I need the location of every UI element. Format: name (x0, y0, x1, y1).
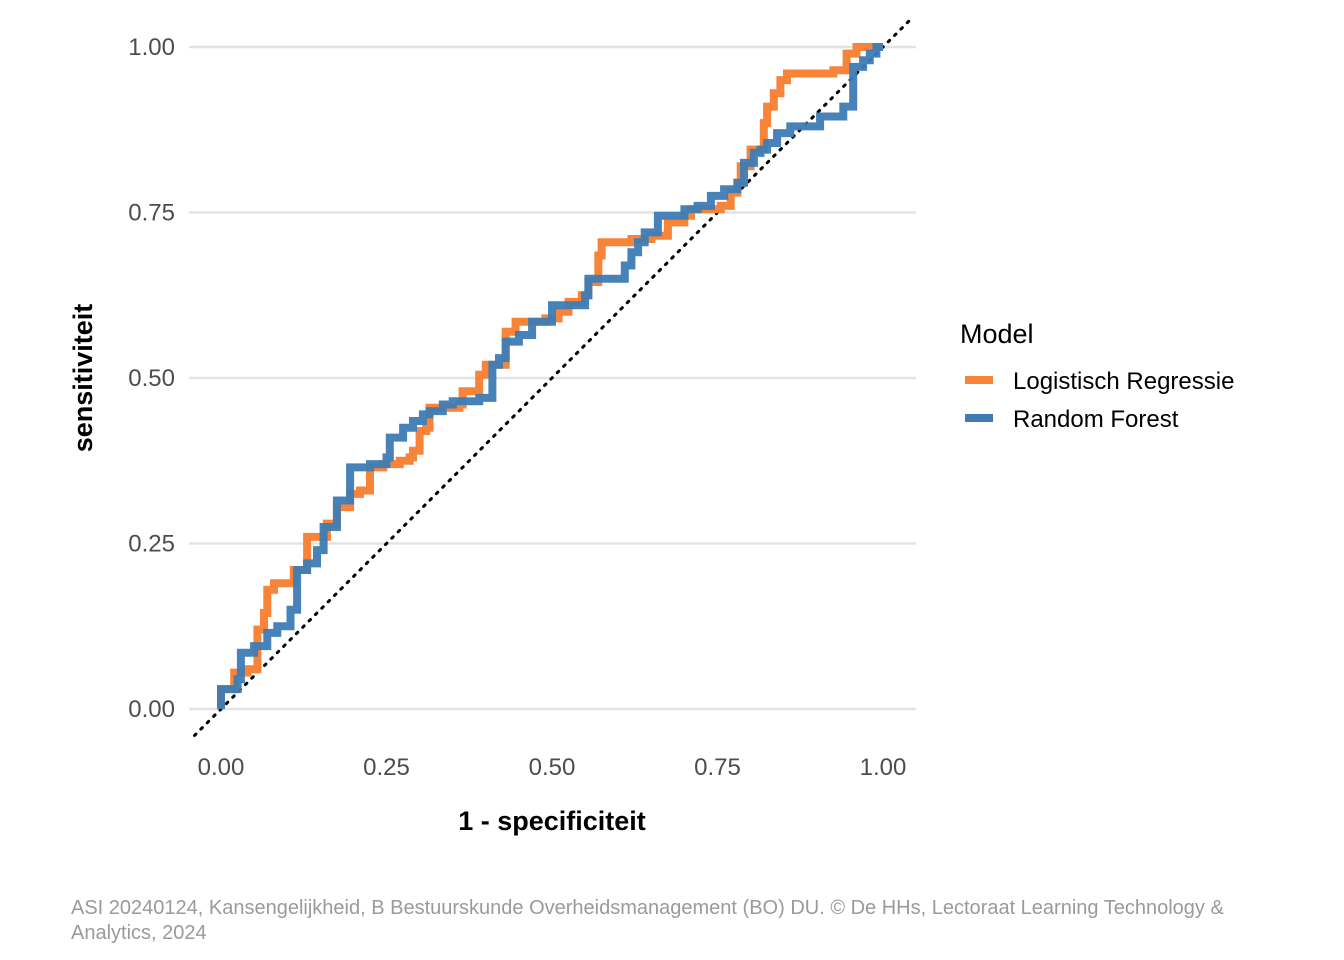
y-tick-label: 0.25 (128, 531, 175, 558)
y-tick-label: 0.00 (128, 696, 175, 723)
y-tick-label: 0.50 (128, 365, 175, 392)
x-axis-title: 1 - specificiteit (458, 806, 646, 836)
x-tick-label: 0.00 (198, 754, 245, 781)
y-axis-title: sensitiviteit (68, 304, 98, 453)
x-tick-label: 0.25 (363, 754, 410, 781)
series-layer (217, 43, 883, 709)
x-tick-label: 0.75 (694, 754, 741, 781)
x-tick-labels: 0.00 0.25 0.50 0.75 1.00 (198, 754, 907, 781)
x-tick-label: 0.50 (529, 754, 576, 781)
y-tick-labels: 0.00 0.25 0.50 0.75 1.00 (128, 34, 175, 723)
roc-chart: 0.00 0.25 0.50 0.75 1.00 0.00 0.25 0.50 0.75 1.0… (68, 15, 1234, 836)
legend-label-random-forest: Random Forest (1013, 406, 1179, 433)
source-caption: ASI 20240124, Kansengelijkheid, B Bestuu… (71, 897, 1224, 944)
y-tick-label: 1.00 (128, 34, 175, 61)
y-tick-label: 0.75 (128, 200, 175, 227)
series-line-random-forest (217, 43, 883, 709)
legend-title: Model (960, 319, 1034, 349)
legend: Model Logistisch Regressie Random Forest (960, 319, 1234, 433)
x-tick-label: 1.00 (860, 754, 907, 781)
legend-label-logistisch-regressie: Logistisch Regressie (1013, 368, 1234, 395)
